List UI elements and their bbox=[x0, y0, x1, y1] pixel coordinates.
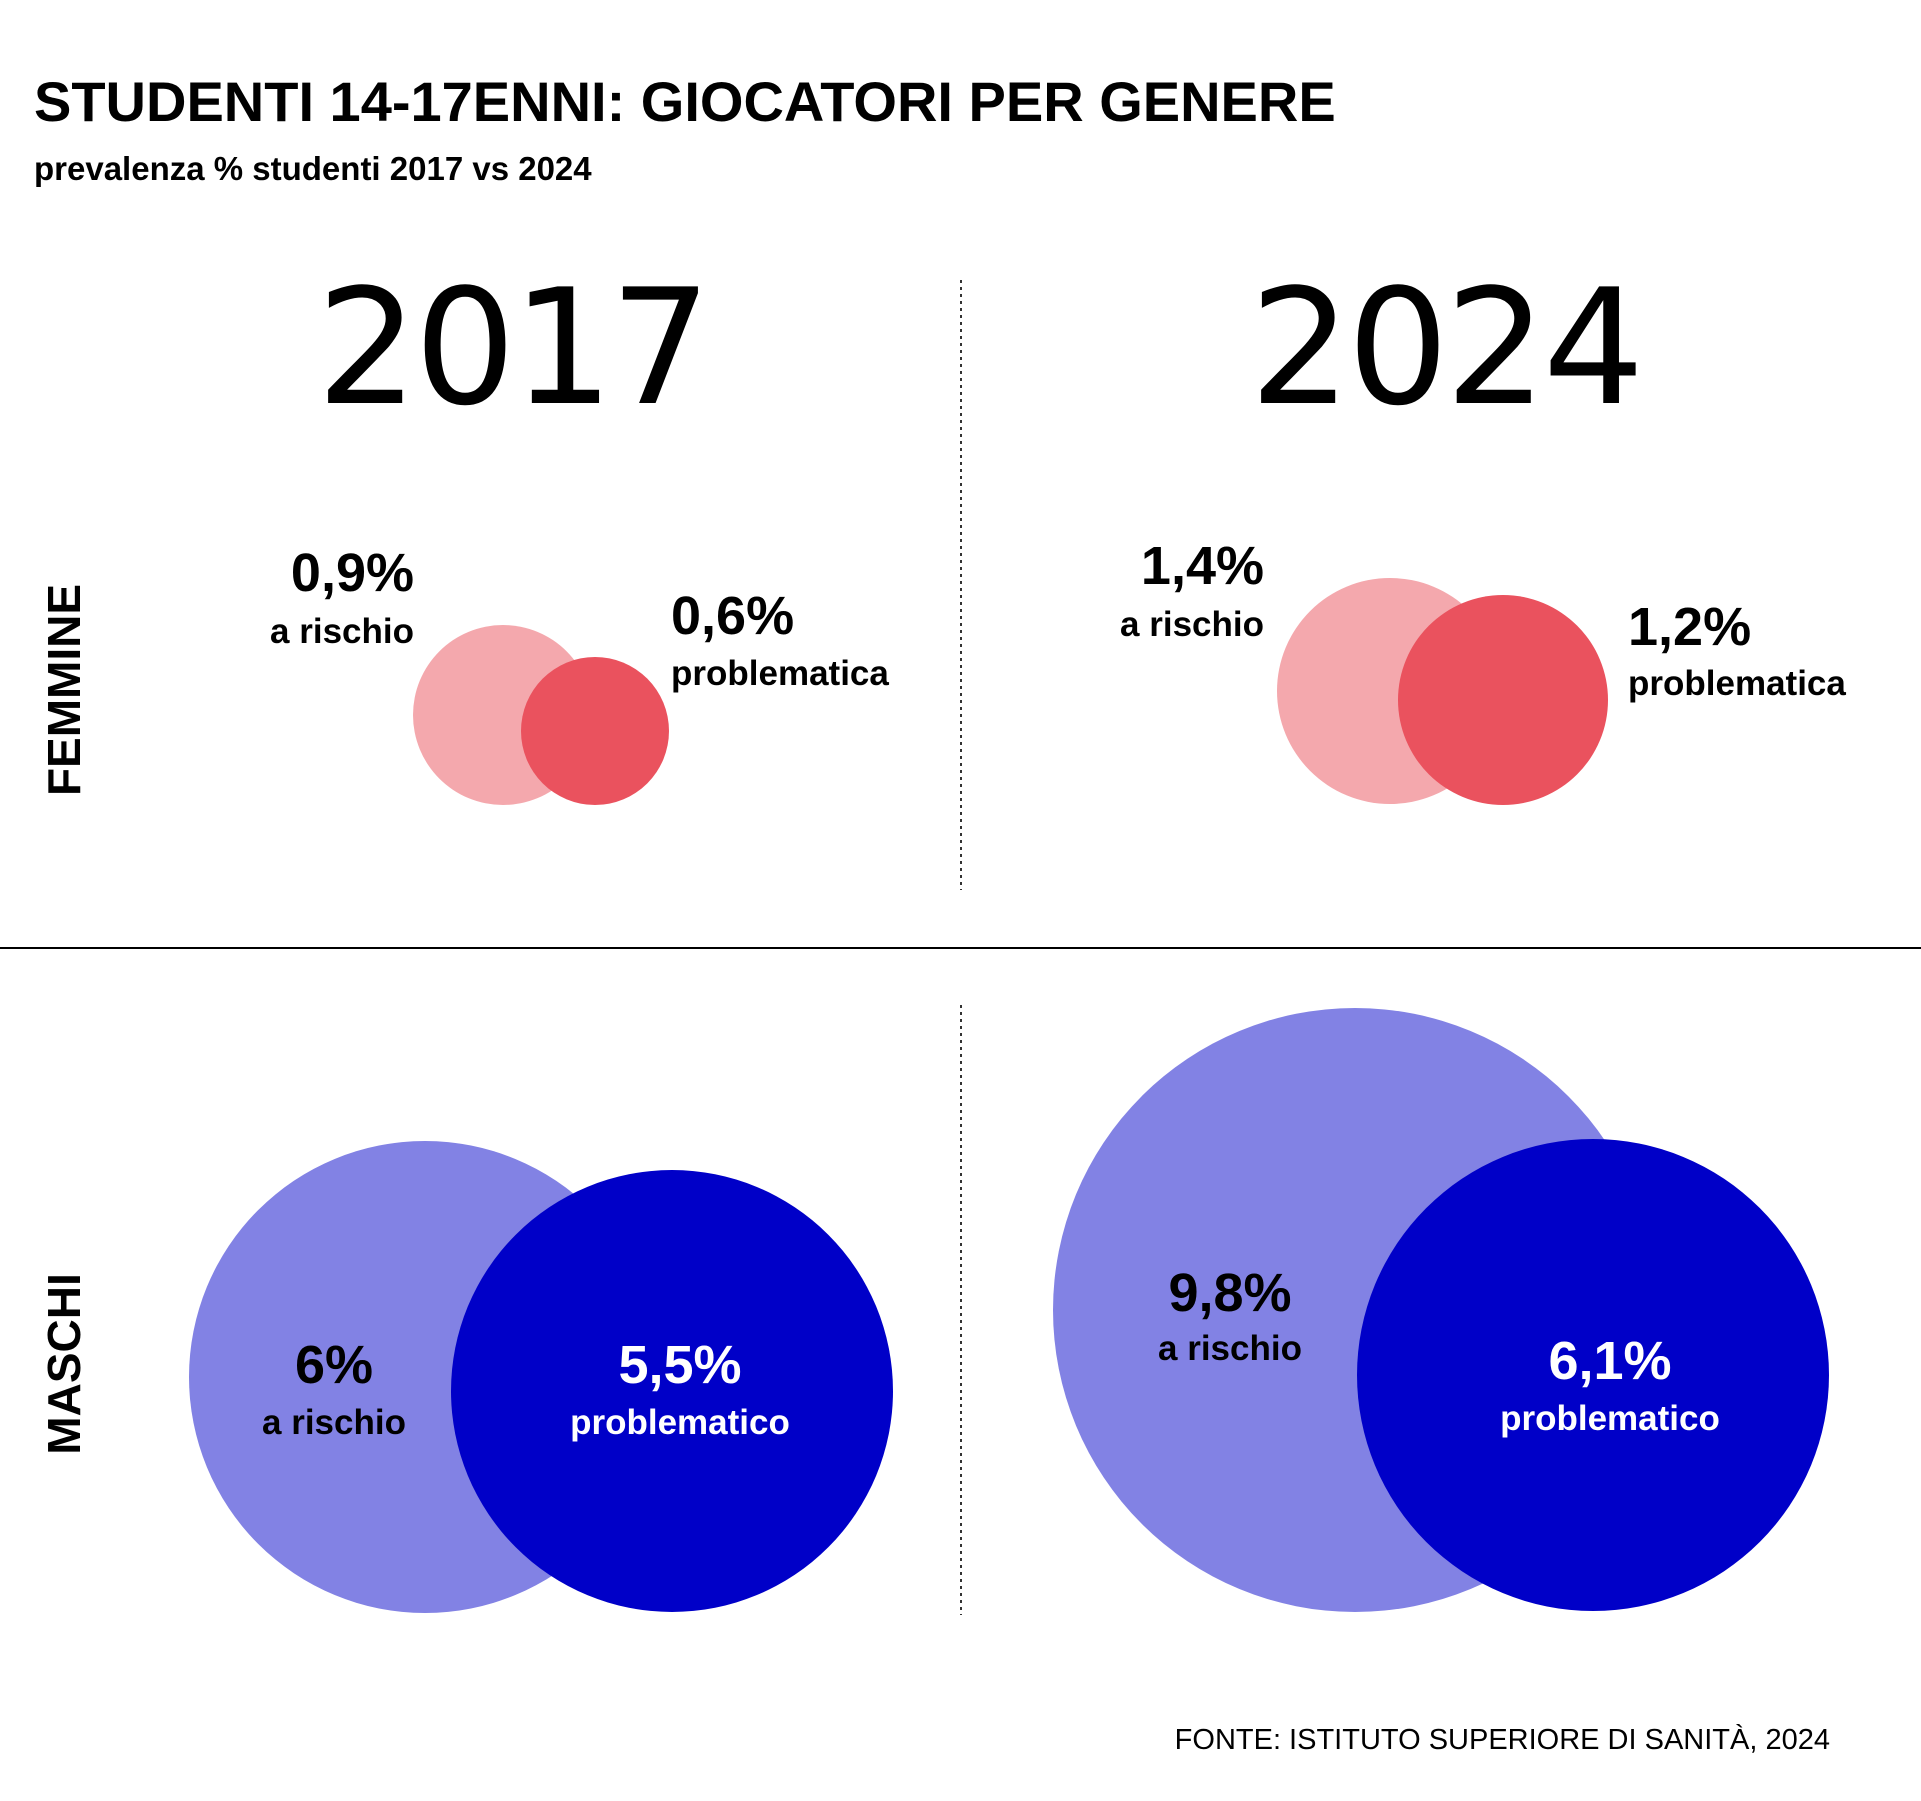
label-value-maschi-2024-rischio: 9,8% bbox=[1168, 1263, 1291, 1323]
row-label-maschi: MASCHI bbox=[38, 1273, 90, 1454]
row-label-femmine: FEMMINE bbox=[38, 584, 90, 796]
bubble-femmine-2024-problematica bbox=[1398, 595, 1608, 805]
chart-title: STUDENTI 14-17ENNI: GIOCATORI PER GENERE bbox=[34, 70, 1336, 133]
bubble-femmine-2017-problematica bbox=[521, 657, 669, 805]
label-caption-femmine-2017-problematica: problematica bbox=[671, 654, 889, 693]
bubble-maschi-2017-problematico bbox=[451, 1170, 893, 1612]
label-caption-maschi-2017-rischio: a rischio bbox=[262, 1403, 406, 1442]
label-caption-femmine-2024-rischio: a rischio bbox=[1120, 605, 1264, 644]
label-value-maschi-2024-problematico: 6,1% bbox=[1548, 1331, 1671, 1391]
label-caption-maschi-2024-rischio: a rischio bbox=[1158, 1329, 1302, 1368]
year-2024-heading: 2024 bbox=[1249, 254, 1640, 441]
label-caption-femmine-2017-rischio: a rischio bbox=[270, 612, 414, 651]
source-note: FONTE: ISTITUTO SUPERIORE DI SANITÀ, 202… bbox=[1175, 1723, 1830, 1756]
label-value-femmine-2024-problematica: 1,2% bbox=[1628, 597, 1751, 657]
label-caption-femmine-2024-problematica: problematica bbox=[1628, 664, 1846, 703]
label-value-femmine-2024-rischio: 1,4% bbox=[1141, 536, 1264, 596]
chart-subtitle: prevalenza % studenti 2017 vs 2024 bbox=[34, 150, 592, 187]
label-caption-maschi-2024-problematico: problematico bbox=[1500, 1399, 1720, 1438]
label-value-maschi-2017-rischio: 6% bbox=[295, 1335, 373, 1395]
label-value-femmine-2017-rischio: 0,9% bbox=[291, 543, 414, 603]
year-2017-heading: 2017 bbox=[316, 254, 707, 441]
label-value-femmine-2017-problematica: 0,6% bbox=[671, 586, 794, 646]
label-caption-maschi-2017-problematico: problematico bbox=[570, 1403, 790, 1442]
bubble-maschi-2024-problematico bbox=[1357, 1139, 1829, 1611]
label-value-maschi-2017-problematico: 5,5% bbox=[618, 1335, 741, 1395]
